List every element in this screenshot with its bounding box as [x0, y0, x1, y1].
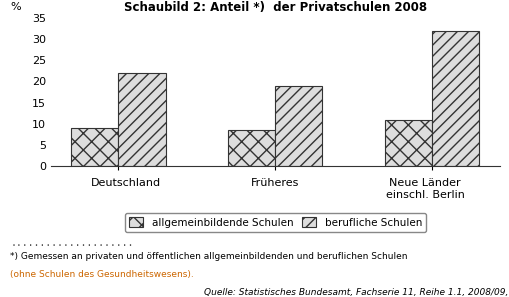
Text: Neue Länder
einschl. Berlin: Neue Länder einschl. Berlin — [385, 178, 464, 200]
Text: Quelle: Statistisches Bundesamt, Fachserie 11, Reihe 1.1, 2008/09, S. 16: Quelle: Statistisches Bundesamt, Fachser… — [204, 288, 509, 297]
Legend: allgemeinbildende Schulen, berufliche Schulen: allgemeinbildende Schulen, berufliche Sc… — [124, 213, 426, 232]
Text: Früheres: Früheres — [251, 178, 299, 188]
Text: *) Gemessen an privaten und öffentlichen allgemeinbildenden und beruflichen Schu: *) Gemessen an privaten und öffentlichen… — [10, 252, 407, 261]
Bar — [228, 130, 275, 166]
Text: Deutschland: Deutschland — [91, 178, 160, 188]
Bar — [71, 128, 118, 166]
Bar — [275, 86, 322, 166]
Text: .....................: ..................... — [10, 238, 133, 248]
Bar — [432, 31, 478, 166]
Text: (ohne Schulen des Gesundheitswesens).: (ohne Schulen des Gesundheitswesens). — [10, 270, 193, 279]
Bar — [118, 73, 165, 166]
Bar — [384, 120, 432, 166]
Title: Schaubild 2: Anteil *)  der Privatschulen 2008: Schaubild 2: Anteil *) der Privatschulen… — [124, 1, 426, 14]
Text: %: % — [11, 2, 21, 12]
